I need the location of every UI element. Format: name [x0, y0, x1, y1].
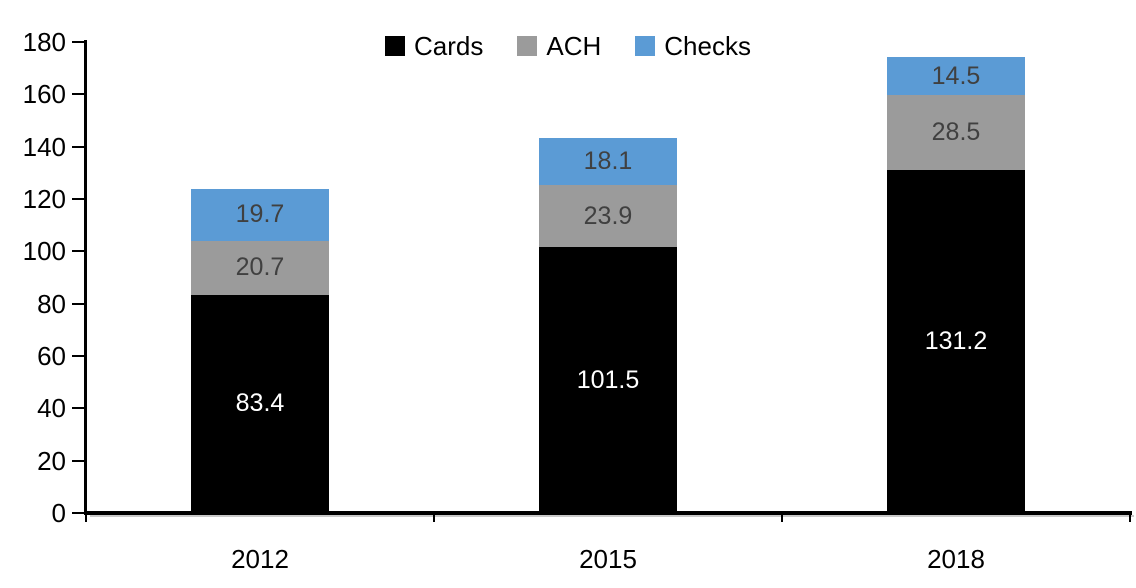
x-axis-line	[84, 511, 1132, 515]
x-axis-label: 2012	[231, 544, 289, 574]
bar-segment-ach-2012: 20.7	[191, 240, 329, 295]
bar-value-label: 14.5	[931, 61, 981, 90]
x-axis-tick	[1129, 513, 1131, 522]
bar-value-label: 20.7	[235, 253, 285, 282]
bar-segment-ach-2018: 28.5	[887, 95, 1025, 170]
bar-value-label: 23.9	[583, 201, 633, 230]
legend-label: Checks	[664, 31, 751, 61]
legend-label: ACH	[546, 31, 602, 61]
chart-legend: Cards ACH Checks	[0, 33, 1136, 59]
bar-value-label: 83.4	[235, 389, 285, 418]
bar-value-label: 18.1	[583, 146, 633, 175]
legend-swatch-cards	[385, 36, 406, 56]
legend-item-cards: Cards	[385, 33, 483, 59]
x-axis-tick	[433, 513, 435, 522]
legend-swatch-ach	[517, 36, 538, 56]
y-axis-label: 40	[37, 393, 66, 424]
x-axis-label: 2015	[579, 544, 637, 574]
y-axis-tick	[72, 407, 86, 410]
bar-value-label: 131.2	[924, 326, 988, 355]
legend-item-ach: ACH	[517, 33, 601, 59]
y-axis-tick	[72, 355, 86, 357]
y-axis-label: 140	[22, 131, 66, 162]
bar-segment-cards-2012: 83.4	[191, 294, 329, 513]
x-axis-shadow	[90, 515, 1134, 517]
y-axis-tick	[72, 93, 86, 96]
y-axis-label: 0	[51, 498, 66, 528]
x-axis-label: 2018	[927, 544, 985, 574]
y-axis-tick	[72, 41, 86, 43]
legend-label: Cards	[414, 31, 484, 61]
bar-segment-ach-2015: 23.9	[539, 184, 677, 248]
y-axis-tick	[72, 198, 86, 200]
bar-segment-cards-2015: 101.5	[539, 247, 677, 513]
bar-value-label: 19.7	[235, 200, 285, 229]
x-axis-tick	[781, 513, 783, 522]
y-axis-label: 160	[22, 79, 66, 110]
x-axis-tick	[85, 513, 87, 522]
y-axis-tick	[72, 302, 86, 305]
y-axis-tick	[72, 459, 86, 462]
bar-segment-checks-2012: 19.7	[191, 189, 329, 241]
y-axis-label: 60	[37, 341, 66, 371]
bar-value-label: 101.5	[576, 365, 640, 394]
bar-value-label: 28.5	[931, 117, 981, 146]
y-axis-tick	[72, 250, 86, 253]
bar-segment-checks-2015: 18.1	[539, 137, 677, 185]
bar-segment-checks-2018: 14.5	[887, 57, 1025, 96]
y-axis-label: 80	[37, 288, 66, 319]
legend-item-checks: Checks	[635, 33, 751, 59]
legend-swatch-checks	[635, 36, 656, 56]
y-axis-tick	[72, 512, 86, 514]
y-axis-line	[84, 40, 87, 515]
y-axis-label: 20	[37, 445, 66, 476]
y-axis-tick	[72, 145, 86, 148]
bar-segment-cards-2018: 131.2	[887, 169, 1025, 513]
y-axis-label: 120	[22, 184, 66, 214]
y-axis-label: 180	[22, 27, 66, 57]
y-axis-label: 100	[22, 236, 66, 267]
